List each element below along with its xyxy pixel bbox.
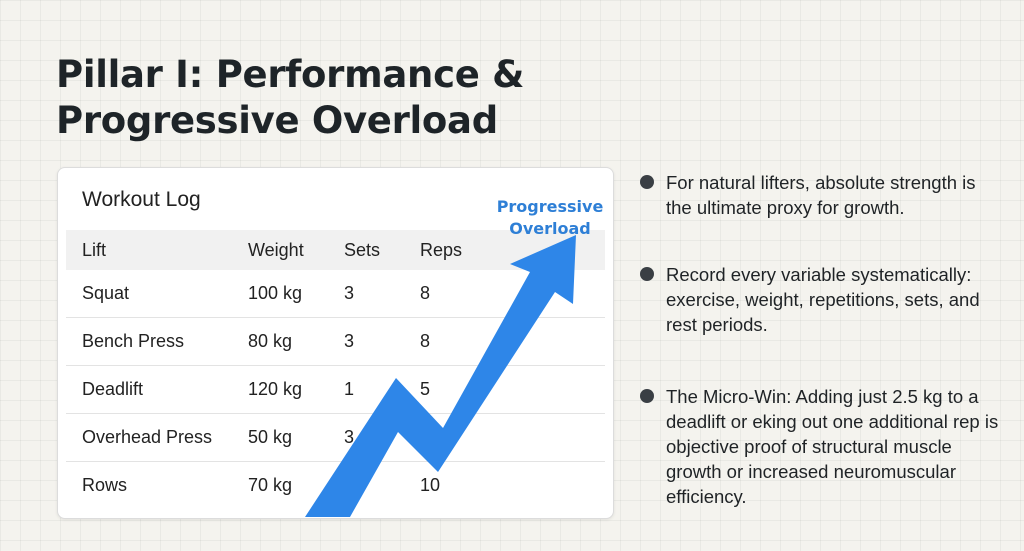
column-header-sets: Sets: [344, 230, 420, 270]
cell-lift: Bench Press: [66, 317, 248, 366]
cell-lift: Overhead Press: [66, 413, 248, 462]
cell-sets: 3: [344, 413, 420, 462]
arrow-label: Progressive Overload: [496, 197, 604, 238]
bullet-list: For natural lifters, absolute strength i…: [640, 170, 1000, 509]
cell-lift: Rows: [82, 475, 128, 495]
table-row: Overhead Press 50 kg 3 8: [66, 413, 605, 462]
column-header-weight: Weight: [248, 230, 344, 270]
table-row: Bench Press 80 kg 3 8: [66, 317, 605, 366]
cell-sets: 3: [344, 317, 420, 366]
cell-weight: 50 kg: [248, 413, 344, 462]
cell-sets: 1: [344, 365, 420, 414]
column-header-lift: Lift: [66, 230, 248, 270]
cell-weight: 120 kg: [248, 365, 344, 414]
cell-reps: 8: [420, 413, 605, 462]
page-title: Pillar I: Performance & Progressive Over…: [56, 53, 525, 142]
workout-log-table: Lift Weight Sets Reps Squat 100 kg 3 8 B…: [66, 230, 605, 509]
bullet-dot-icon: [640, 389, 654, 403]
bullet-dot-icon: [640, 175, 654, 189]
cell-reps: 5: [420, 365, 605, 414]
bullet-text: Record every variable systematically: ex…: [666, 264, 980, 335]
bullet-item: The Micro-Win: Adding just 2.5 kg to a d…: [640, 384, 1000, 509]
bullet-text: For natural lifters, absolute strength i…: [666, 172, 976, 218]
bullet-text: The Micro-Win: Adding just 2.5 kg to a d…: [666, 386, 999, 507]
table-row: Deadlift 120 kg 1 5: [66, 365, 605, 414]
bullet-dot-icon: [640, 267, 654, 281]
cell-weight: 70 kg: [248, 475, 293, 495]
cell-lift: Deadlift: [66, 365, 248, 414]
cell-weight: 100 kg: [248, 270, 344, 318]
cell-sets: 3: [344, 475, 355, 495]
cell-lift: Squat: [66, 270, 248, 318]
table-row: Rows 70 kg 3 10: [66, 462, 605, 510]
cell-reps: 10: [420, 475, 441, 495]
cell-sets: 3: [344, 270, 420, 318]
bullet-item: For natural lifters, absolute strength i…: [640, 170, 1000, 220]
bullet-item: Record every variable systematically: ex…: [640, 262, 1000, 337]
table-row: Squat 100 kg 3 8: [66, 270, 605, 318]
cell-weight: 80 kg: [248, 317, 344, 366]
cell-reps: 8: [420, 317, 605, 366]
workout-log-title: Workout Log: [82, 188, 201, 211]
cell-reps: 8: [420, 270, 605, 318]
